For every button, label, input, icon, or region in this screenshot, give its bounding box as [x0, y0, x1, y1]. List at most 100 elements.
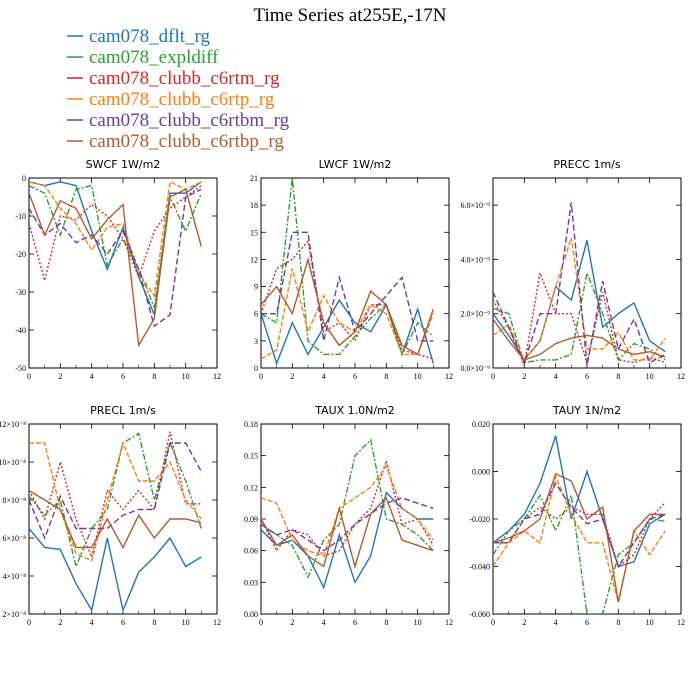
- series-line: [261, 178, 434, 357]
- series-line: [29, 489, 202, 550]
- series-line: [493, 318, 666, 361]
- y-tick-label: 18: [250, 201, 258, 210]
- y-tick-label: 0.0×10⁻⁹: [460, 364, 490, 373]
- y-tick-label: 15: [250, 228, 258, 237]
- chart-panel: SWCF 1W/m2 0 2 4 6 8 10 12 0 -10 -20 -30 -40 -50: [15, 158, 221, 381]
- panel-title: LWCF 1W/m2: [319, 158, 392, 171]
- x-tick-label: 0: [27, 618, 31, 627]
- x-tick-label: 6: [121, 618, 125, 627]
- series-line: [493, 474, 666, 603]
- x-tick-label: 12: [213, 372, 221, 381]
- x-tick-label: 0: [491, 372, 495, 381]
- x-tick-label: 8: [616, 618, 620, 627]
- series-line: [261, 496, 434, 570]
- y-tick-label: 2×10⁻⁸: [2, 610, 26, 619]
- x-tick-label: 8: [152, 618, 156, 627]
- series-line: [29, 181, 202, 318]
- x-tick-label: 0: [27, 372, 31, 381]
- x-tick-label: 12: [677, 372, 685, 381]
- x-tick-label: 8: [384, 372, 388, 381]
- x-tick-label: 4: [322, 618, 326, 627]
- y-tick-label: 0.03: [244, 578, 258, 587]
- y-tick-label: 0.15: [244, 452, 258, 461]
- series-line: [29, 188, 202, 348]
- panel-title: TAUY 1N/m2: [552, 404, 621, 417]
- y-tick-label: 8×10⁻⁸: [2, 496, 26, 505]
- y-tick-label: 6.0×10⁻⁹: [460, 201, 490, 210]
- series-line: [261, 497, 434, 552]
- series-line: [493, 472, 666, 603]
- legend-entry: cam078_clubb_c6rtbm_rg: [89, 110, 290, 131]
- y-tick-label: 0: [254, 364, 258, 373]
- y-tick-label: 4.0×10⁻⁹: [460, 255, 490, 264]
- x-tick-label: 10: [414, 372, 422, 381]
- y-tick-label: 12: [250, 255, 258, 264]
- series-line: [261, 239, 434, 360]
- x-tick-label: 6: [353, 372, 357, 381]
- legend-entry: cam078_clubb_c6rtp_rg: [89, 89, 275, 110]
- y-tick-label: -0.060: [469, 610, 490, 619]
- panel-title: PRECC 1m/s: [553, 158, 621, 171]
- series-line: [29, 185, 202, 284]
- series-line: [29, 442, 202, 540]
- legend-entry: cam078_clubb_c6rtbp_rg: [89, 131, 284, 152]
- x-tick-label: 10: [646, 618, 654, 627]
- x-tick-label: 4: [554, 618, 558, 627]
- y-tick-label: 0.00: [244, 610, 258, 619]
- series-line: [493, 435, 666, 568]
- chart-panel: TAUY 1N/m2 0 2 4 6 8 10 12 0.020 0.000 -0.020 -0.04…: [469, 404, 685, 627]
- x-tick-label: 2: [58, 372, 62, 381]
- legend-entry: cam078_dflt_rg: [89, 26, 211, 47]
- y-tick-label: 9: [254, 283, 258, 292]
- x-tick-label: 8: [616, 372, 620, 381]
- y-tick-label: 12×10⁻⁸: [0, 420, 26, 429]
- x-tick-label: 2: [58, 618, 62, 627]
- panel-title: SWCF 1W/m2: [86, 158, 161, 171]
- panel-title: TAUX 1.0N/m2: [314, 404, 395, 417]
- series-line: [493, 202, 666, 366]
- x-tick-label: 12: [445, 618, 453, 627]
- y-tick-label: 10×10⁻⁸: [0, 458, 26, 467]
- x-tick-label: 4: [90, 618, 94, 627]
- x-tick-label: 10: [182, 372, 190, 381]
- y-tick-label: -0.020: [469, 515, 490, 524]
- x-tick-label: 8: [384, 618, 388, 627]
- y-tick-label: -50: [15, 364, 26, 373]
- legend-entry: cam078_expldiff: [89, 47, 219, 68]
- series-line: [493, 270, 666, 364]
- x-tick-label: 8: [152, 372, 156, 381]
- x-tick-label: 10: [646, 372, 654, 381]
- y-tick-label: 0.06: [244, 547, 258, 556]
- y-tick-label: 6×10⁻⁸: [2, 534, 26, 543]
- x-tick-label: 4: [554, 372, 558, 381]
- chart-panel: PRECC 1m/s 0 2 4 6 8 10 12 0.0×10⁻⁹ 2.0×10⁻⁹ 4.0×1…: [460, 158, 685, 381]
- series-line: [493, 237, 666, 362]
- x-tick-label: 6: [121, 372, 125, 381]
- y-tick-label: 4×10⁻⁸: [2, 572, 26, 581]
- y-tick-label: -40: [15, 326, 26, 335]
- series-line: [261, 268, 434, 360]
- series-line: [493, 270, 666, 368]
- series-line: [493, 240, 666, 362]
- y-tick-label: 0.12: [244, 483, 258, 492]
- x-tick-label: 12: [213, 618, 221, 627]
- series-line: [261, 231, 434, 342]
- y-tick-label: -10: [15, 212, 26, 221]
- chart-panels: SWCF 1W/m2 0 2 4 6 8 10 12 0 -10 -20 -30 -40 -50 LWCF …: [0, 158, 685, 627]
- x-tick-label: 2: [290, 618, 294, 627]
- y-tick-label: 2.0×10⁻⁹: [460, 310, 490, 319]
- y-tick-label: -0.040: [469, 563, 490, 572]
- x-tick-label: 0: [259, 618, 263, 627]
- y-tick-label: 0.18: [244, 420, 258, 429]
- plot-frame: [28, 423, 218, 615]
- chart-panel: TAUX 1.0N/m2 0 2 4 6 8 10 12 0.00 0.03 0.06 0.09 0.1…: [244, 404, 453, 627]
- series-line: [493, 492, 666, 614]
- chart-panel: PRECL 1m/s 0 2 4 6 8 10 12 2×10⁻⁸ 4×10⁻⁸ 6×10⁻⁸ 8×1…: [0, 404, 221, 627]
- series-line: [29, 440, 202, 562]
- series-line: [261, 464, 434, 557]
- x-tick-label: 12: [677, 618, 685, 627]
- x-tick-label: 10: [414, 618, 422, 627]
- series-line: [29, 431, 202, 560]
- y-tick-label: 3: [254, 337, 258, 346]
- x-tick-label: 6: [353, 618, 357, 627]
